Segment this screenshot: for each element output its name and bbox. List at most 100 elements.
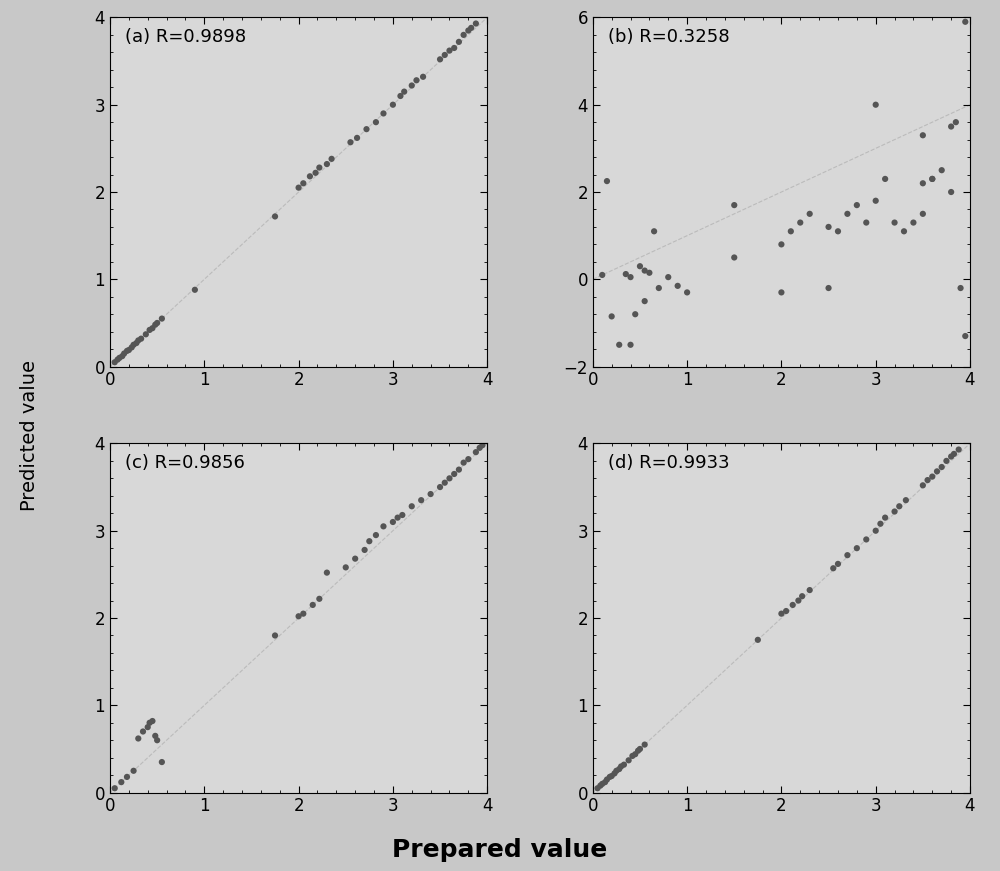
Point bbox=[592, 779, 608, 793]
Point bbox=[468, 17, 484, 30]
Point bbox=[637, 294, 653, 308]
Point bbox=[308, 165, 324, 179]
Point bbox=[794, 589, 810, 603]
Point bbox=[943, 119, 959, 133]
Point bbox=[623, 270, 639, 284]
Point bbox=[868, 523, 884, 537]
Point bbox=[446, 467, 462, 481]
Point bbox=[646, 225, 662, 239]
Point bbox=[324, 152, 340, 165]
Point bbox=[128, 336, 144, 350]
Point bbox=[375, 106, 391, 120]
Point bbox=[613, 760, 629, 773]
Point bbox=[368, 115, 384, 129]
Point bbox=[404, 499, 420, 513]
Point bbox=[594, 268, 610, 282]
Point bbox=[915, 176, 931, 190]
Point bbox=[726, 251, 742, 265]
Point bbox=[138, 327, 154, 341]
Text: Prepared value: Prepared value bbox=[392, 838, 608, 862]
Point bbox=[361, 534, 377, 548]
Point bbox=[342, 135, 358, 149]
Point bbox=[616, 758, 632, 772]
Point bbox=[415, 70, 431, 84]
Point bbox=[821, 281, 837, 295]
Point bbox=[951, 442, 967, 456]
Point bbox=[446, 41, 462, 55]
Text: Predicted value: Predicted value bbox=[20, 360, 40, 511]
Point bbox=[660, 270, 676, 284]
Text: (b) R=0.3258: (b) R=0.3258 bbox=[608, 28, 730, 46]
Point bbox=[915, 128, 931, 142]
Point bbox=[630, 744, 646, 758]
Point bbox=[872, 517, 888, 530]
Point bbox=[375, 519, 391, 533]
Point bbox=[830, 557, 846, 571]
Point bbox=[773, 238, 789, 252]
Point bbox=[319, 565, 335, 579]
Point bbox=[305, 598, 321, 612]
Point bbox=[358, 122, 374, 136]
Point bbox=[135, 725, 151, 739]
Point bbox=[149, 733, 165, 747]
Point bbox=[934, 163, 950, 177]
Point bbox=[792, 216, 808, 230]
Point bbox=[606, 766, 622, 780]
Point bbox=[368, 528, 384, 542]
Point bbox=[651, 281, 667, 295]
Point bbox=[423, 487, 439, 501]
Point bbox=[590, 781, 606, 795]
Point bbox=[611, 762, 627, 776]
Point bbox=[144, 321, 160, 335]
Point bbox=[437, 476, 453, 490]
Point bbox=[624, 749, 640, 763]
Point bbox=[347, 551, 363, 565]
Point bbox=[778, 604, 794, 618]
Point bbox=[468, 445, 484, 459]
Point bbox=[599, 174, 615, 188]
Text: (a) R=0.9898: (a) R=0.9898 bbox=[125, 28, 246, 46]
Point bbox=[785, 598, 801, 612]
Point bbox=[154, 312, 170, 326]
Point bbox=[868, 98, 884, 111]
Point bbox=[302, 169, 318, 183]
Point bbox=[627, 747, 643, 761]
Point bbox=[783, 225, 799, 239]
Point bbox=[113, 775, 129, 789]
Point bbox=[432, 52, 448, 66]
Point bbox=[144, 714, 160, 728]
Point bbox=[126, 338, 142, 352]
Point bbox=[597, 775, 613, 789]
Point bbox=[868, 193, 884, 207]
Point bbox=[896, 225, 912, 239]
Point bbox=[887, 504, 903, 518]
Point bbox=[773, 286, 789, 300]
Point bbox=[396, 84, 412, 98]
Point bbox=[621, 753, 637, 767]
Point bbox=[110, 353, 126, 367]
Point bbox=[140, 720, 156, 734]
Point bbox=[460, 24, 476, 37]
Point bbox=[385, 515, 401, 529]
Point bbox=[948, 115, 964, 129]
Point bbox=[858, 216, 874, 230]
Point bbox=[121, 343, 137, 357]
Point bbox=[291, 180, 307, 194]
Point bbox=[311, 592, 327, 606]
Point bbox=[599, 773, 615, 787]
Point bbox=[408, 73, 424, 87]
Point bbox=[130, 334, 146, 348]
Point bbox=[623, 338, 639, 352]
Point bbox=[107, 355, 123, 369]
Point bbox=[474, 438, 490, 452]
Point bbox=[432, 480, 448, 494]
Point bbox=[627, 307, 643, 321]
Point bbox=[750, 633, 766, 647]
Point bbox=[133, 332, 149, 346]
Point bbox=[149, 316, 165, 330]
Point bbox=[107, 781, 123, 795]
Point bbox=[295, 607, 311, 621]
Point bbox=[920, 473, 936, 487]
Point bbox=[456, 456, 472, 469]
Point bbox=[632, 742, 648, 756]
